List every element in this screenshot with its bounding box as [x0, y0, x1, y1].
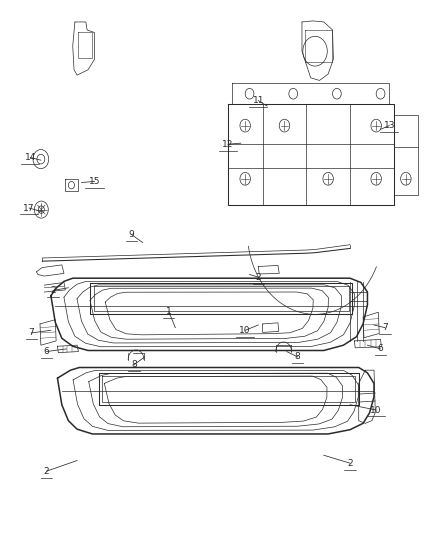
Text: 10: 10	[240, 326, 251, 335]
Text: 7: 7	[28, 328, 34, 337]
Text: 2: 2	[44, 467, 49, 475]
Text: 7: 7	[382, 323, 388, 332]
Text: 17: 17	[23, 204, 35, 213]
Text: 15: 15	[89, 177, 100, 186]
Text: 14: 14	[25, 153, 36, 162]
Text: 11: 11	[253, 96, 264, 105]
Text: 10: 10	[371, 406, 382, 415]
Text: 2: 2	[50, 286, 56, 295]
Text: 12: 12	[222, 140, 233, 149]
Text: 1: 1	[166, 307, 172, 316]
Text: 2: 2	[347, 459, 353, 467]
Text: 13: 13	[384, 121, 395, 130]
Text: 6: 6	[44, 347, 49, 356]
Text: 2: 2	[255, 273, 261, 281]
Text: 8: 8	[295, 352, 300, 361]
Text: 6: 6	[378, 344, 383, 353]
Text: 8: 8	[131, 360, 137, 369]
Text: 9: 9	[129, 230, 134, 239]
